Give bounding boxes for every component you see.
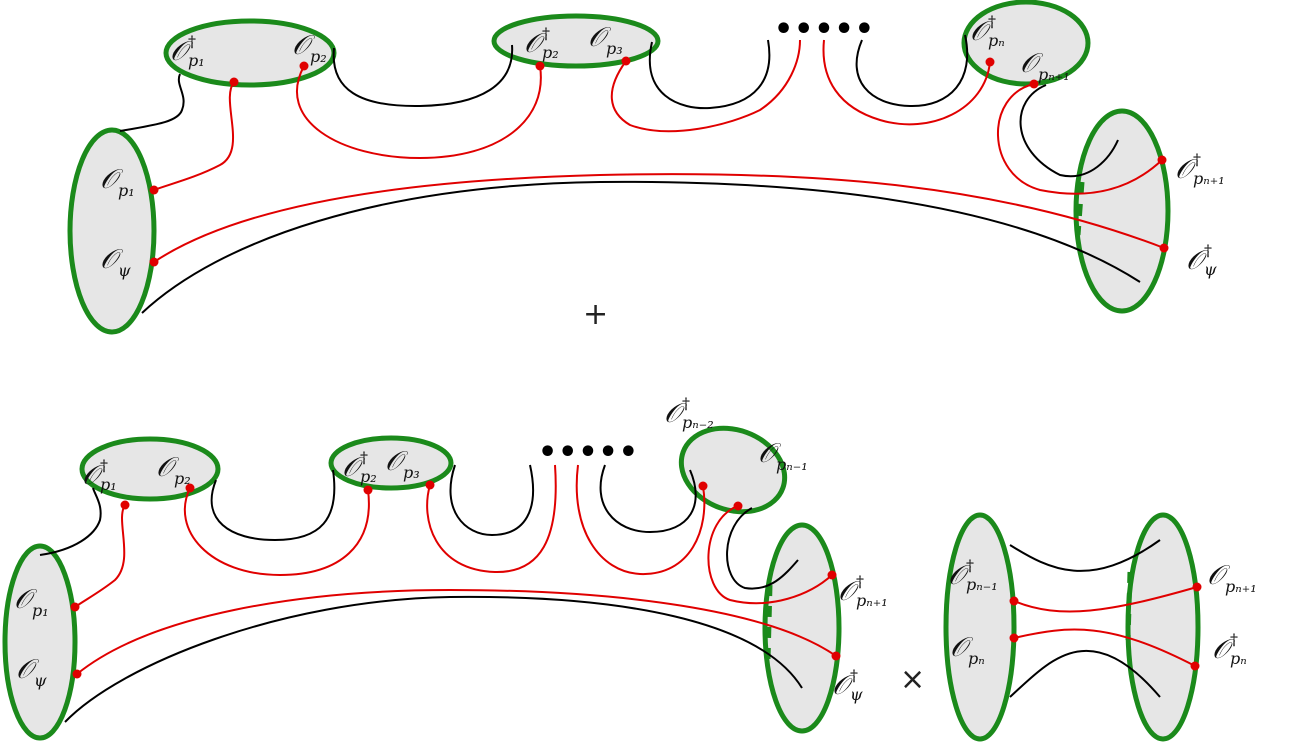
top-disk-2	[491, 13, 661, 69]
top-right-disk	[1073, 108, 1171, 314]
bottom-marker	[733, 501, 743, 511]
label-o-pn-plus-1-dagger: 𝒪 † pₙ₊₁	[1175, 150, 1225, 188]
label-o-p1: 𝒪p₁	[100, 164, 135, 200]
right-marker	[1190, 661, 1200, 671]
label-o-pn-minus-1-dagger: 𝒪 † pₙ₋₁	[948, 556, 998, 594]
top-marker	[985, 57, 995, 67]
label-o-p2: 𝒪p₂	[292, 30, 327, 66]
top-marker	[1157, 155, 1167, 165]
right-marker	[1009, 596, 1019, 606]
label-o-p1-dagger: 𝒪 † p₁	[170, 32, 205, 70]
bottom-operator-line	[707, 505, 833, 605]
bottom-left-disk	[2, 543, 78, 741]
top-marker	[229, 77, 239, 87]
bottom-marker	[425, 480, 435, 490]
top-operator-line	[610, 39, 801, 133]
label-o-psi: 𝒪ψ	[16, 654, 47, 690]
label-o-pn-minus-2-dagger: 𝒪 † pₙ₋₂	[664, 394, 714, 432]
right-left-disk	[943, 512, 1017, 742]
top-surface-line	[855, 34, 969, 108]
label-o-pn: 𝒪pₙ	[950, 632, 985, 668]
bottom-surface-line	[449, 464, 535, 537]
top-disk-n	[961, 0, 1091, 87]
label-o-p3: 𝒪p₃	[588, 22, 623, 58]
bottom-marker	[72, 669, 82, 679]
bottom-marker	[185, 483, 195, 493]
top-marker	[299, 61, 309, 71]
right-marker	[1009, 633, 1019, 643]
top-marker	[535, 61, 545, 71]
top-surface-line	[1019, 84, 1119, 178]
right-marker	[1192, 582, 1202, 592]
bottom-marker	[70, 602, 80, 612]
right-surface-line	[1009, 539, 1161, 572]
bottom-diagram	[2, 425, 842, 741]
top-marker	[149, 185, 159, 195]
bottom-surface-line	[39, 487, 102, 556]
plus-sign: +	[583, 297, 609, 332]
bottom-operator-line	[575, 464, 706, 576]
bottom-operator-line	[76, 588, 837, 675]
top-ellipsis: •••••	[774, 12, 875, 47]
bottom-disk-n2	[678, 425, 788, 515]
times-sign: ×	[900, 662, 926, 697]
bottom-ellipsis: •••••	[538, 435, 639, 470]
top-operator-line	[153, 81, 235, 191]
label-o-p2-dagger: 𝒪 † p₂	[342, 448, 377, 486]
label-o-pn-plus-1: 𝒪pₙ₊₁	[1020, 48, 1070, 84]
bottom-operator-line	[426, 464, 557, 574]
label-o-psi-dagger: 𝒪 † ψ	[832, 666, 863, 704]
top-surface-line	[141, 180, 1141, 314]
bottom-disk-2	[328, 435, 454, 491]
bottom-marker	[698, 481, 708, 491]
top-marker	[1029, 79, 1039, 89]
top-operator-line	[153, 173, 1165, 263]
bottom-operator-line	[74, 504, 126, 608]
bottom-marker	[120, 500, 130, 510]
bottom-operator-line	[184, 487, 370, 577]
top-marker	[1159, 243, 1169, 253]
label-o-p2: 𝒪p₂	[156, 452, 191, 488]
right-surface-line	[1009, 649, 1161, 698]
label-o-pn-dagger: 𝒪 † pₙ	[970, 12, 1005, 50]
label-o-p2-dagger: 𝒪 † p₂	[524, 24, 559, 62]
bottom-surface-line	[599, 464, 697, 534]
bottom-marker	[363, 485, 373, 495]
label-o-p1: 𝒪p₁	[14, 584, 49, 620]
right-operator-line	[1013, 586, 1198, 613]
bottom-surface-line	[64, 595, 803, 723]
top-surface-line	[119, 73, 185, 132]
label-o-pn-plus-1: 𝒪pₙ₊₁	[1207, 560, 1257, 596]
label-o-psi: 𝒪ψ	[100, 244, 131, 280]
label-o-pn-dagger: 𝒪 † pₙ	[1212, 630, 1247, 668]
top-operator-line	[296, 65, 542, 160]
top-operator-line	[997, 83, 1163, 195]
top-diagram	[67, 0, 1171, 335]
top-surface-line	[649, 39, 771, 110]
right-diagram	[943, 512, 1202, 742]
bottom-marker	[831, 651, 841, 661]
top-marker	[149, 257, 159, 267]
top-left-disk	[67, 127, 157, 335]
bottom-marker	[827, 570, 837, 580]
bottom-surface-line	[726, 507, 799, 590]
bottom-disk-1	[79, 436, 221, 502]
label-o-p3: 𝒪p₃	[385, 446, 420, 482]
label-o-p1-dagger: 𝒪 † p₁	[82, 456, 117, 494]
top-surface-line	[332, 44, 514, 108]
label-o-psi-dagger: 𝒪 † ψ	[1186, 241, 1217, 279]
right-operator-line	[1013, 628, 1196, 667]
bottom-right-disk	[762, 522, 842, 734]
label-o-pn-minus-1: 𝒪pₙ₋₁	[758, 438, 808, 474]
bottom-surface-line	[210, 469, 336, 542]
top-operator-line	[822, 39, 991, 126]
top-right-disk-hidden-edge	[1075, 181, 1085, 236]
label-o-pn-plus-1-dagger: 𝒪 † pₙ₊₁	[838, 572, 888, 610]
top-marker	[621, 56, 631, 66]
right-right-disk	[1125, 512, 1201, 742]
